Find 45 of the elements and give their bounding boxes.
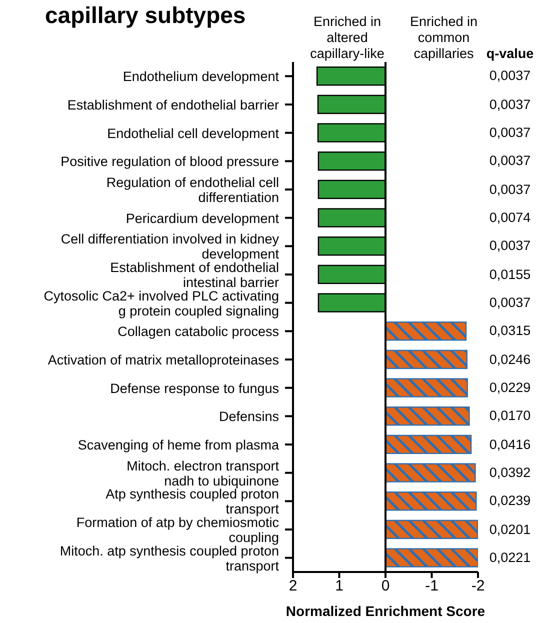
- y-tick-label: Cell differentiation involved in kidney development: [60, 231, 280, 262]
- text: 0,0037: [489, 294, 531, 311]
- text: 0,0074: [489, 210, 531, 226]
- text: Enriched in common capillaries: [410, 14, 478, 62]
- text: 0,0037: [489, 182, 531, 198]
- y-tick-label: Formation of atp by chemiosmotic coupling: [76, 514, 280, 544]
- y-tick-label: Atp synthesis coupled proton transport: [106, 486, 280, 516]
- x-axis-title: Normalized Enrichment Score: [286, 603, 486, 619]
- text: 0,0037: [489, 68, 531, 84]
- y-tick-label: Activation of matrix metalloproteinases: [48, 352, 280, 367]
- y-tick-label: Defense response to fungus: [110, 380, 280, 396]
- x-tick-label: 0: [381, 578, 390, 595]
- text: 0,0037: [489, 238, 531, 254]
- x-tick-label: -1: [425, 578, 438, 595]
- chart-title: capillary subtypes: [45, 2, 246, 29]
- y-tick-label: Cytosolic Ca2+ involved PLC activating g protein coupled signaling: [44, 288, 279, 318]
- text: 0,0221: [489, 550, 531, 566]
- text: 0,0037: [489, 153, 531, 170]
- text: Enriched in altered capillary-like: [310, 14, 384, 62]
- y-tick-label: Mitoch. electron transport nadh to ubiquinone: [126, 458, 280, 488]
- text: 0,0416: [489, 436, 531, 452]
- y-tick-label: Collagen catabolic process: [118, 324, 280, 339]
- text: 0,0201: [489, 522, 531, 538]
- text: 0,0037: [489, 124, 531, 141]
- text: 0,0392: [489, 464, 531, 481]
- text: 0,0170: [489, 408, 531, 424]
- text: 0,0315: [489, 323, 531, 340]
- y-tick-label: Endothelial cell development: [107, 125, 280, 140]
- y-tick-label: Scavenging of heme from plasma: [78, 437, 280, 452]
- y-tick-label: Endothelium development: [122, 68, 280, 84]
- text: 0,0239: [489, 493, 531, 510]
- y-tick-label: Pericardium development: [126, 210, 280, 226]
- y-tick-label: Defensins: [218, 408, 280, 424]
- text: 0,0229: [489, 380, 531, 396]
- y-tick-label: Positive regulation of blood pressure: [60, 154, 279, 169]
- y-tick-label: Establishment of endothelial barrier: [67, 97, 280, 112]
- text: 0,0246: [489, 352, 531, 368]
- text: 0,0037: [489, 96, 531, 112]
- y-tick-label: Regulation of endothelial cell differentiation: [106, 174, 279, 204]
- y-tick-label: Establishment of endothelial intestinal barrier: [110, 260, 280, 290]
- text: q-value: [486, 46, 534, 62]
- x-tick-label: -2: [471, 578, 485, 595]
- text: 0,0155: [489, 266, 531, 282]
- x-tick-label: 1: [335, 578, 344, 595]
- x-tick-label: 2: [288, 578, 298, 595]
